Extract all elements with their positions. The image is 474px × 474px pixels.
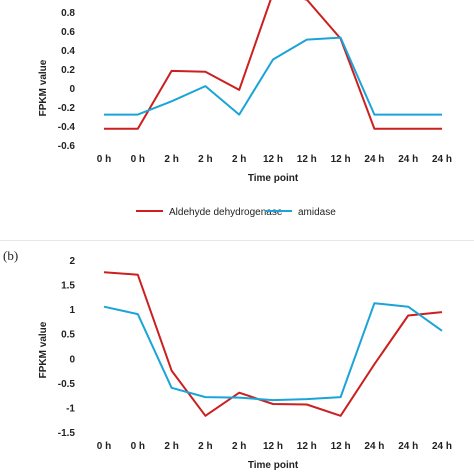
x-tick-label: 0 h: [131, 441, 145, 452]
x-tick-label: 2 h: [198, 441, 212, 452]
series-line-amidase: [104, 36, 442, 116]
x-tick-label: 24 h: [398, 441, 418, 452]
y-tick-label: 1.5: [61, 281, 75, 292]
series-lines: [104, 0, 442, 130]
x-tick-label: 2 h: [232, 154, 246, 165]
panel-label-b: (b): [3, 248, 19, 263]
x-tick-label: 2 h: [164, 154, 178, 165]
x-axis-title: Time point: [248, 173, 299, 184]
x-tick-label: 0 h: [97, 154, 111, 165]
x-tick-label: 24 h: [432, 154, 452, 165]
chart-b: 2 1.5 1 0.5 0 -0.5 -1 -1.5 0 h 0 h 2 h 2 h 2 h 12 h 12…: [38, 256, 452, 471]
y-tick-label: 0.8: [61, 8, 75, 19]
y-axis-title: FPKM value: [38, 59, 49, 116]
y-tick-label: -1.5: [58, 428, 76, 439]
y-tick-label: -0.5: [58, 379, 76, 390]
x-tick-label: 12 h: [331, 154, 351, 165]
y-tick-label: 0.2: [61, 65, 75, 76]
x-tick-label: 24 h: [432, 441, 452, 452]
x-tick-label: 24 h: [364, 154, 384, 165]
y-tick-label: -0.4: [58, 122, 76, 133]
x-tick-label: 24 h: [398, 154, 418, 165]
x-tick-label: 12 h: [297, 154, 317, 165]
x-tick-label: 12 h: [263, 441, 283, 452]
legend-label: amidase: [298, 207, 336, 218]
x-tick-label: 2 h: [164, 441, 178, 452]
x-tick-label: 24 h: [364, 441, 384, 452]
x-tick-label: 12 h: [331, 441, 351, 452]
series-line-aldehyde-dehydrogenase: [103, 271, 443, 417]
x-tick-label: 0 h: [131, 154, 145, 165]
y-tick-label: 0: [69, 84, 75, 95]
y-axis-title: FPKM value: [38, 321, 49, 378]
chart-a: 0.8 0.6 0.4 0.2 0 -0.2 -0.4 -0.6 0 h 0 h 2 h 2 h 2 h…: [38, 0, 452, 218]
panel-divider: [0, 240, 474, 241]
x-tick-label: 0 h: [97, 441, 111, 452]
y-tick-label: -1: [66, 403, 75, 414]
series-lines: [103, 271, 443, 417]
y-tick-label: 0.4: [61, 46, 75, 57]
y-tick-label: 0.6: [61, 27, 75, 38]
y-tick-label: 0: [69, 354, 75, 365]
y-tick-label: -0.6: [58, 141, 76, 152]
y-tick-label: -0.2: [58, 103, 76, 114]
x-tick-label: 12 h: [297, 441, 317, 452]
x-tick-label: 2 h: [198, 154, 212, 165]
x-axis-title: Time point: [248, 460, 299, 471]
y-tick-label: 0.5: [61, 330, 75, 341]
series-line-amidase: [103, 302, 443, 402]
x-tick-label: 12 h: [263, 154, 283, 165]
x-tick-label: 2 h: [232, 441, 246, 452]
y-tick-label: 1: [69, 305, 75, 316]
series-line-aldehyde-dehydrogenase: [104, 0, 442, 130]
y-tick-label: 2: [69, 256, 75, 267]
legend-label: Aldehyde dehydrogenase: [169, 207, 283, 218]
